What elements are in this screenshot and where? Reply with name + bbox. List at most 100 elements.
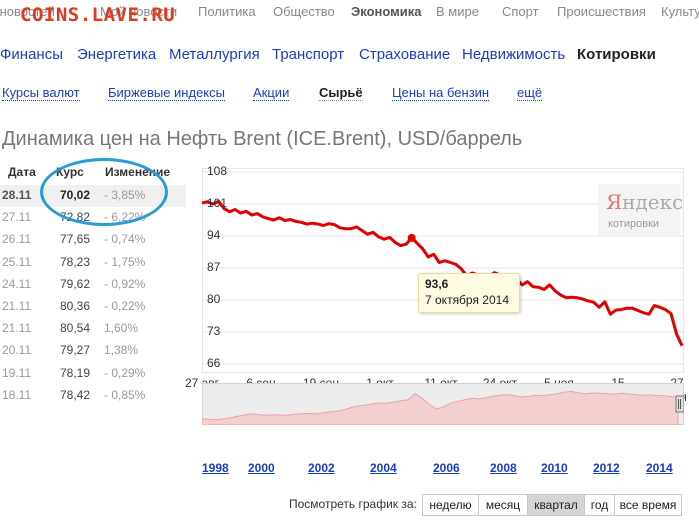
row-date: 27.11: [2, 210, 32, 225]
yandex-logo-text: Яндекс: [606, 190, 684, 214]
row-change: - 1,75%: [104, 254, 146, 269]
table-row: 18.11 78,42 - 0,85%: [0, 385, 186, 407]
y-tick-label: 94: [207, 228, 221, 242]
table-row: 25.11 78,23 - 1,75%: [0, 252, 186, 274]
category-energy[interactable]: Энергетика: [77, 46, 157, 63]
header-rate: Курс: [56, 165, 84, 179]
subnav-more[interactable]: ещё: [517, 85, 543, 101]
top-nav-item-sport[interactable]: Спорт: [502, 4, 539, 19]
row-rate: 78,23: [60, 254, 91, 269]
row-date: 26.11: [2, 232, 32, 247]
navigator-year-link[interactable]: 2006: [433, 461, 460, 475]
navigator-year-link[interactable]: 2010: [541, 461, 568, 475]
period-month-button[interactable]: месяц: [478, 494, 528, 516]
category-quotes[interactable]: Котировки: [577, 46, 656, 63]
category-real-estate[interactable]: Недвижимость: [462, 46, 566, 63]
row-rate: 80,54: [60, 321, 91, 336]
table-row: 28.11 70,02 - 3,85%: [0, 185, 186, 208]
category-insurance[interactable]: Страхование: [359, 46, 451, 63]
top-nav: Лента новостей Мой новости Политика Обще…: [0, 0, 699, 26]
row-rate: 80,36: [60, 298, 91, 313]
header-date: Дата: [8, 165, 36, 179]
top-nav-item-incidents[interactable]: Происшествия: [557, 4, 646, 19]
table-row: 21.11 80,54 1,60%: [0, 318, 186, 340]
row-date: 21.11: [2, 298, 32, 313]
y-tick-label: 101: [207, 196, 228, 210]
row-change: - 0,22%: [104, 298, 146, 313]
row-change: - 0,92%: [104, 276, 146, 291]
row-date: 21.11: [2, 321, 32, 336]
row-rate: 79,27: [60, 343, 91, 358]
y-tick-label: 73: [207, 324, 221, 338]
top-nav-item-politics[interactable]: Политика: [198, 4, 256, 19]
subnav-currency-rates[interactable]: Курсы валют: [2, 85, 80, 101]
navigator-year-link[interactable]: 2012: [593, 461, 620, 475]
table-row: 24.11 79,62 - 0,92%: [0, 274, 186, 296]
subnav-commodities[interactable]: Сырьё: [319, 85, 363, 101]
period-quarter-button[interactable]: квартал: [527, 494, 585, 516]
tooltip-value: 93,6: [425, 277, 449, 291]
subnav-shares[interactable]: Акции: [253, 85, 290, 101]
top-nav-item-world[interactable]: В мире: [436, 4, 479, 19]
row-date: 20.11: [2, 343, 32, 358]
row-date: 19.11: [2, 365, 32, 380]
row-rate: 77,65: [60, 232, 91, 247]
highlight-point[interactable]: [407, 233, 416, 242]
period-year-button[interactable]: год: [584, 494, 615, 516]
row-change: - 0,74%: [104, 232, 146, 247]
subnav-stock-indexes[interactable]: Биржевые индексы: [108, 85, 225, 101]
chart-navigator[interactable]: [202, 383, 684, 425]
navigator-year-link[interactable]: 2014: [646, 461, 673, 475]
row-change: - 3,85%: [104, 188, 146, 202]
table-header: Дата Курс Изменение: [0, 163, 186, 185]
watermark: COINS.LAVE.RU: [20, 4, 176, 26]
category-transport[interactable]: Транспорт: [272, 46, 345, 63]
table-row: 26.11 77,65 - 0,74%: [0, 229, 186, 251]
top-nav-item-news[interactable]: Лента новостей: [0, 4, 55, 19]
top-nav-item-society[interactable]: Общество: [273, 4, 335, 19]
header-change: Изменение: [105, 165, 171, 179]
navigator-area: [202, 390, 679, 425]
y-tick-label: 80: [207, 292, 221, 306]
row-date: 25.11: [2, 254, 32, 269]
row-date: 24.11: [2, 276, 32, 291]
row-date: 18.11: [2, 387, 32, 402]
y-tick-label: 108: [207, 164, 228, 178]
row-rate: 78,19: [60, 365, 91, 380]
navigator-year-link[interactable]: 1998: [202, 461, 229, 475]
y-tick-label: 87: [207, 260, 221, 274]
navigator-year-link[interactable]: 2002: [308, 461, 335, 475]
period-week-button[interactable]: неделю: [422, 494, 479, 516]
row-date: 28.11: [2, 188, 32, 202]
row-change: 1,38%: [104, 343, 139, 358]
row-change: - 0,29%: [104, 365, 146, 380]
page-title: Динамика цен на Нефть Brent (ICE.Brent),…: [2, 128, 523, 150]
table-row: 19.11 78,19 - 0,29%: [0, 363, 186, 385]
yandex-logo-sub: котировки: [608, 218, 660, 230]
row-rate: 78,42: [60, 387, 91, 402]
top-nav-item-my-news[interactable]: Мой новости: [100, 4, 178, 19]
row-rate: 79,62: [60, 276, 91, 291]
row-rate: 70,02: [60, 188, 91, 202]
row-change: 1,60%: [104, 321, 139, 336]
navigator-year-link[interactable]: 2000: [248, 461, 275, 475]
table-row: 20.11 79,27 1,38%: [0, 340, 186, 362]
period-all-time-button[interactable]: все время: [614, 494, 682, 516]
top-nav-item-culture[interactable]: Культура: [661, 4, 699, 19]
top-nav-item-economy[interactable]: Экономика: [351, 4, 422, 19]
row-change: - 6,22%: [104, 210, 146, 225]
price-series-line: [202, 199, 684, 347]
category-finance[interactable]: Финансы: [0, 46, 63, 63]
navigator-year-link[interactable]: 2004: [370, 461, 397, 475]
row-change: - 0,85%: [104, 387, 146, 402]
row-rate: 72,82: [60, 210, 91, 225]
y-tick-label: 66: [207, 356, 221, 370]
navigator-year-link[interactable]: 2008: [490, 461, 517, 475]
tooltip-date: 7 октября 2014: [425, 293, 509, 307]
table-row: 21.11 80,36 - 0,22%: [0, 296, 186, 318]
quotes-table: Дата Курс Изменение 28.11 70,02 - 3,85% 27.…: [0, 163, 186, 407]
yandex-logo: Яндекс котировки: [598, 184, 684, 236]
subnav-fuel-prices[interactable]: Цены на бензин: [392, 85, 490, 101]
period-label: Посмотреть график за:: [289, 497, 417, 511]
category-metallurgy[interactable]: Металлургия: [169, 46, 260, 63]
